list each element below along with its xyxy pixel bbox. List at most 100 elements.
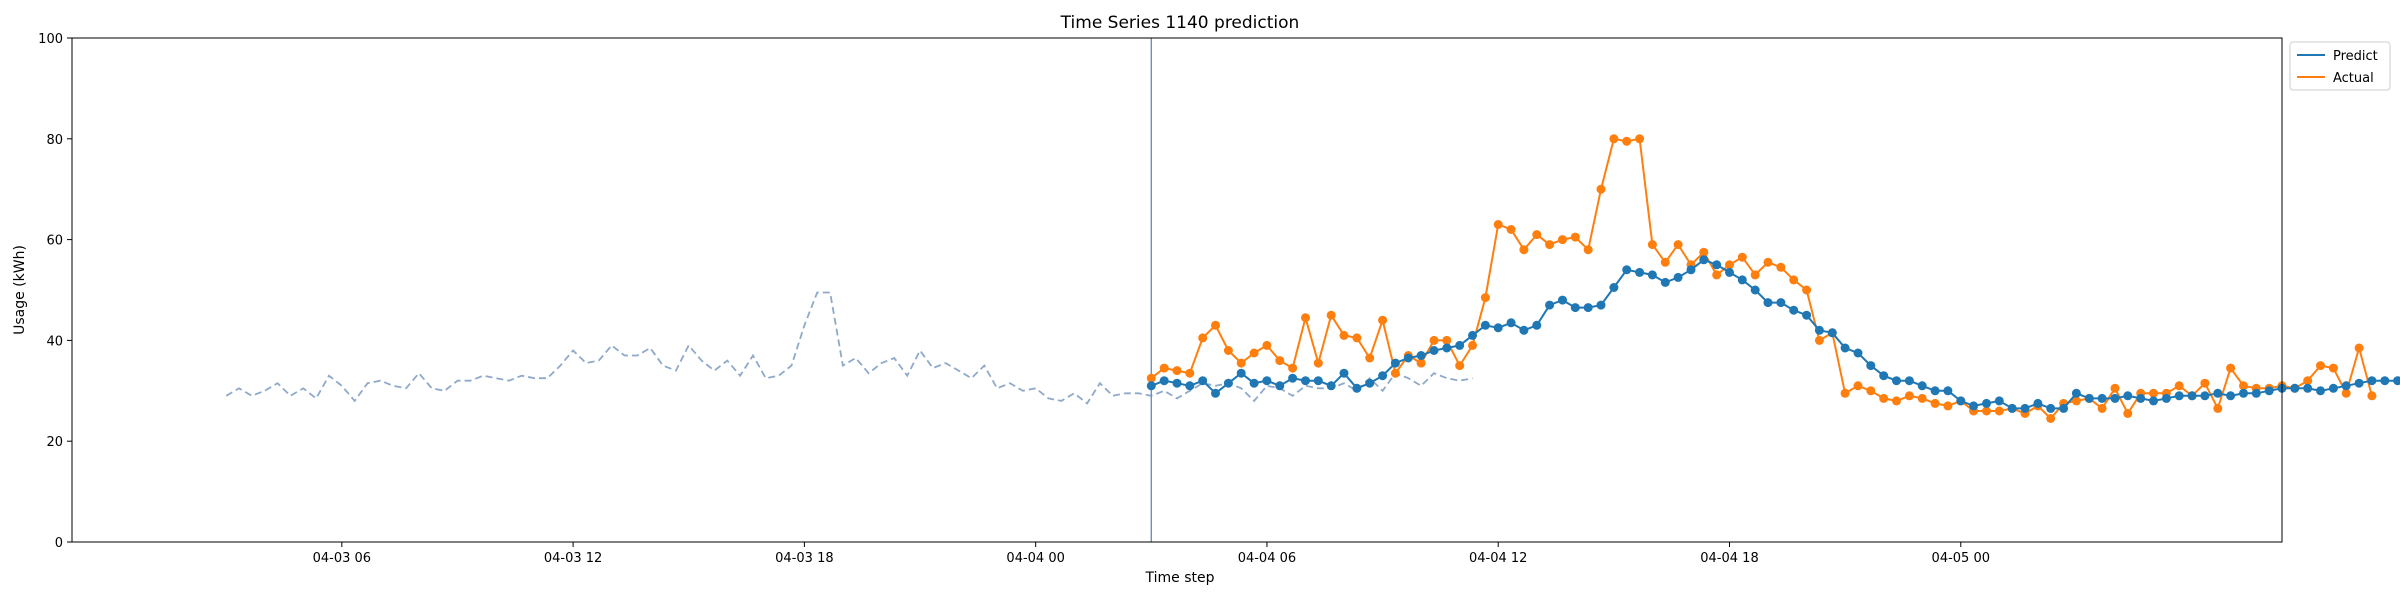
predict-point xyxy=(1609,283,1619,292)
legend-label-actual: Actual xyxy=(2333,71,2374,86)
predict-point xyxy=(1570,303,1580,313)
y-tick-label: 20 xyxy=(46,435,63,450)
actual-point xyxy=(1982,406,1991,416)
y-tick-label: 80 xyxy=(46,133,63,148)
actual-point xyxy=(1159,363,1169,373)
actual-point xyxy=(1198,333,1208,343)
actual-point xyxy=(1725,260,1734,270)
predict-point xyxy=(2341,381,2351,391)
actual-point xyxy=(1917,393,1927,403)
y-axis: 0 20 40 60 80 100 xyxy=(38,32,72,551)
actual-point xyxy=(1699,247,1709,257)
actual-point xyxy=(1455,361,1465,371)
predict-point xyxy=(1558,295,1567,305)
predict-point xyxy=(1339,368,1349,378)
predict-point xyxy=(2251,388,2261,398)
x-tick-label: 04-04 06 xyxy=(1238,551,1296,566)
x-tick-label: 04-04 12 xyxy=(1469,551,1527,566)
legend-label-predict: Predict xyxy=(2333,49,2378,64)
actual-point xyxy=(1390,368,1400,378)
predict-point xyxy=(1365,378,1375,388)
predict-point xyxy=(1686,265,1696,275)
predict-point xyxy=(2110,393,2120,403)
predict-point xyxy=(1583,303,1593,313)
predict-point xyxy=(2020,403,2030,413)
predict-point xyxy=(1185,381,1195,391)
predict-point xyxy=(1493,323,1503,333)
predict-point xyxy=(1647,270,1657,280)
predict-point xyxy=(1737,275,1747,285)
x-tick-label: 04-05 00 xyxy=(1932,551,1990,566)
x-tick-label: 04-04 18 xyxy=(1700,551,1758,566)
plot-frame xyxy=(71,37,2283,543)
predict-point xyxy=(1468,330,1477,340)
actual-point xyxy=(1288,363,1298,373)
plot-area xyxy=(225,38,2400,542)
predict-point xyxy=(1403,353,1413,363)
predict-point xyxy=(1673,272,1683,282)
chart-title: Time Series 1140 prediction xyxy=(1060,13,1300,33)
predict-point xyxy=(2200,391,2210,401)
actual-point xyxy=(1532,230,1542,240)
predict-point xyxy=(2290,383,2300,393)
predict-point xyxy=(1480,320,1490,330)
actual-point xyxy=(1468,340,1477,350)
actual-point xyxy=(2303,376,2313,386)
predict-point xyxy=(1390,358,1400,368)
predict-point xyxy=(1159,376,1169,386)
predict-point xyxy=(1172,378,1182,388)
predict-point xyxy=(2226,391,2236,401)
actual-point xyxy=(1146,373,1156,383)
actual-point xyxy=(1570,232,1580,242)
actual-point xyxy=(1776,262,1786,272)
predict-point xyxy=(2033,398,2043,408)
predict-point xyxy=(2046,403,2056,413)
actual-point xyxy=(1802,285,1812,295)
actual-point xyxy=(2149,388,2158,398)
predict-point xyxy=(1519,325,1529,335)
actual-point xyxy=(1930,398,1940,408)
predict-point xyxy=(1904,376,1914,386)
predict-point xyxy=(1840,343,1850,353)
actual-point xyxy=(1442,335,1452,345)
actual-point xyxy=(2174,381,2184,391)
predict-point xyxy=(1969,401,1979,411)
actual-point xyxy=(2367,391,2377,401)
actual-point xyxy=(2097,403,2107,413)
predict-point xyxy=(2007,403,2017,413)
actual-point xyxy=(2200,378,2210,388)
predict-point xyxy=(1994,396,2004,406)
predict-point xyxy=(1198,376,1208,386)
actual-point xyxy=(1223,346,1233,355)
predict-point xyxy=(2149,396,2158,406)
actual-point xyxy=(1545,240,1555,250)
actual-point xyxy=(1583,245,1593,255)
x-tick-label: 04-04 00 xyxy=(1006,551,1064,566)
predict-point xyxy=(1712,260,1722,270)
predict-point xyxy=(1249,378,1259,388)
predict-point xyxy=(1660,277,1670,287)
predict-point xyxy=(1262,376,1272,386)
predict-point xyxy=(2316,386,2325,396)
predict-point xyxy=(1429,346,1439,355)
x-tick-label: 04-03 12 xyxy=(544,551,602,566)
actual-point xyxy=(1429,335,1439,345)
predict-point xyxy=(1789,305,1799,315)
predict-point xyxy=(2071,388,2081,398)
predict-point xyxy=(1545,300,1555,310)
actual-point xyxy=(1352,333,1362,343)
actual-point xyxy=(1185,368,1195,378)
predict-point xyxy=(1776,298,1786,308)
actual-point xyxy=(1635,134,1645,144)
predict-point xyxy=(1455,340,1465,350)
actual-point xyxy=(2071,396,2081,406)
x-axis: 04-03 06 04-03 12 04-03 18 04-04 00 04-04 06… xyxy=(313,542,1990,566)
actual-point xyxy=(1866,386,1876,396)
predict-point xyxy=(1827,328,1837,338)
actual-point xyxy=(1622,136,1632,146)
actual-point xyxy=(1339,330,1349,340)
actual-point xyxy=(1326,310,1336,320)
actual-point xyxy=(2123,409,2133,418)
actual-point xyxy=(1879,393,1889,403)
